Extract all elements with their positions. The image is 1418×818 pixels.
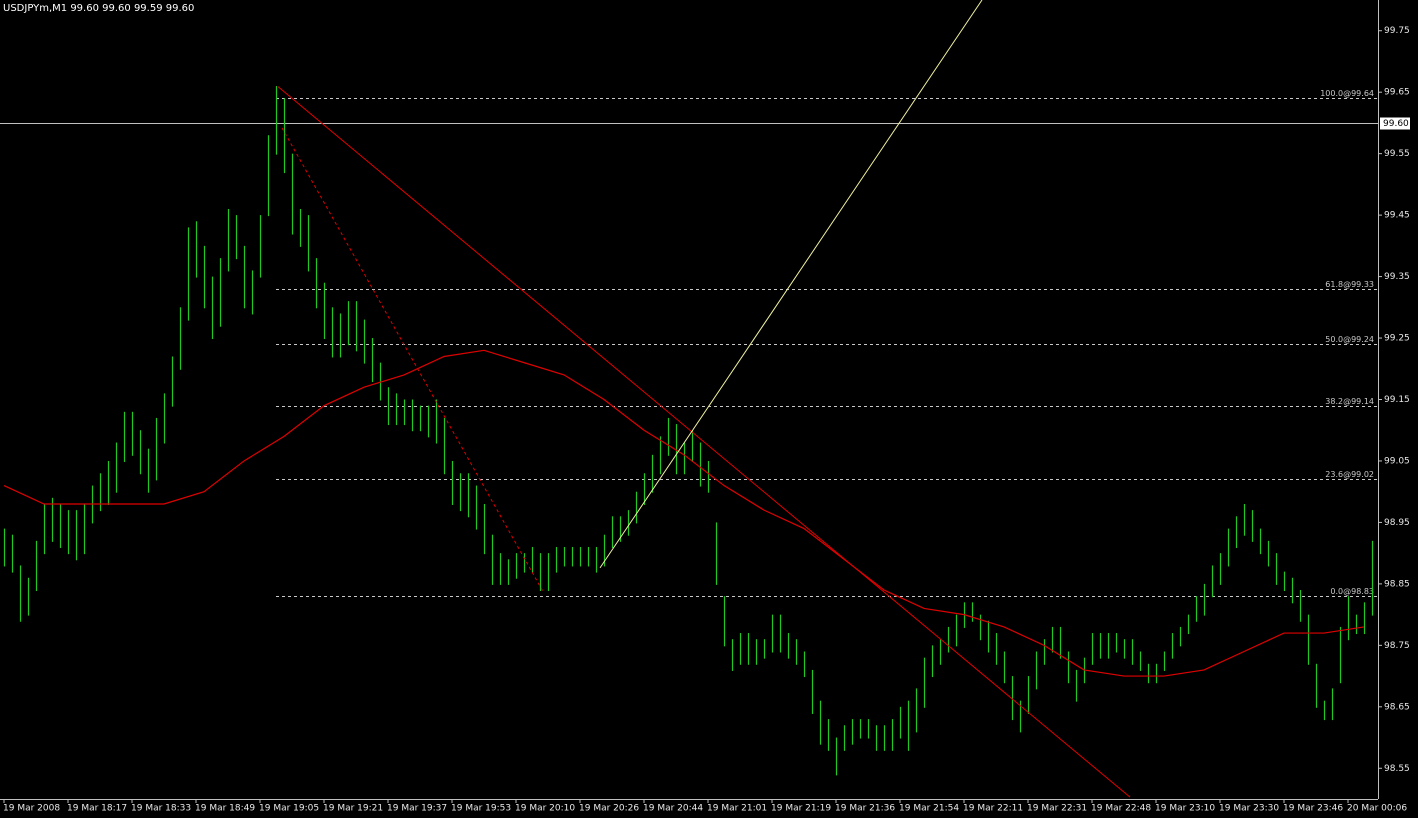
x-tick-label: 19 Mar 22:48: [1091, 804, 1151, 814]
y-tick-label: 99.65: [1384, 88, 1410, 98]
y-tick-label: 99.75: [1384, 26, 1410, 36]
x-tick-label: 20 Mar 00:06: [1347, 804, 1407, 814]
y-tick-label: 99.45: [1384, 211, 1410, 221]
x-tick-label: 19 Mar 18:17: [67, 804, 127, 814]
y-tick-label: 98.65: [1384, 702, 1410, 712]
y-tick-label: 99.15: [1384, 395, 1410, 405]
current-price-box: [1380, 117, 1410, 130]
fib-label: 0.0@98.83: [1330, 587, 1374, 596]
y-tick-label: 98.75: [1384, 641, 1410, 651]
fib-label: 23.6@99.02: [1325, 470, 1374, 479]
y-tick-label: 99.05: [1384, 456, 1410, 466]
x-tick-label: 19 Mar 19:53: [451, 804, 511, 814]
chart-title: USDJPYm,M1 99.60 99.60 99.59 99.60: [3, 3, 194, 14]
fib-label: 38.2@99.14: [1325, 397, 1374, 406]
x-tick-label: 19 Mar 22:31: [1027, 804, 1087, 814]
trendline: [277, 86, 1131, 798]
x-tick-label: 19 Mar 21:54: [899, 804, 959, 814]
x-tick-label: 19 Mar 23:10: [1155, 804, 1215, 814]
trendline: [281, 127, 544, 593]
x-tick-label: 19 Mar 21:19: [771, 804, 831, 814]
trendline: [599, 0, 983, 569]
x-tick-label: 19 Mar 21:01: [707, 804, 767, 814]
x-tick-label: 19 Mar 21:36: [835, 804, 895, 814]
x-tick-label: 19 Mar 20:10: [515, 804, 575, 814]
x-tick-label: 19 Mar 19:05: [259, 804, 319, 814]
x-tick-label: 19 Mar 23:30: [1219, 804, 1279, 814]
y-tick-label: 98.85: [1384, 579, 1410, 589]
fib-label: 61.8@99.33: [1325, 280, 1374, 289]
x-tick-label: 19 Mar 19:37: [387, 804, 447, 814]
x-tick-label: 19 Mar 20:26: [579, 804, 639, 814]
x-tick-label: 19 Mar 19:21: [323, 804, 383, 814]
current-price-label: 99.60: [1383, 119, 1409, 129]
y-tick-label: 98.95: [1384, 518, 1410, 528]
x-tick-label: 19 Mar 20:44: [643, 804, 703, 814]
y-tick-label: 99.25: [1384, 334, 1410, 344]
y-tick-label: 99.55: [1384, 149, 1410, 159]
y-tick-label: 98.55: [1384, 764, 1410, 774]
x-tick-label: 19 Mar 23:46: [1283, 804, 1343, 814]
fib-label: 100.0@99.64: [1320, 89, 1374, 98]
y-tick-label: 99.35: [1384, 272, 1410, 282]
x-tick-label: 19 Mar 22:11: [963, 804, 1023, 814]
moving-average: [3, 349, 1365, 677]
x-tick-label: 19 Mar 2008: [3, 804, 60, 814]
x-tick-label: 19 Mar 18:33: [131, 804, 191, 814]
fib-label: 50.0@99.24: [1325, 335, 1374, 344]
x-tick-label: 19 Mar 18:49: [195, 804, 255, 814]
